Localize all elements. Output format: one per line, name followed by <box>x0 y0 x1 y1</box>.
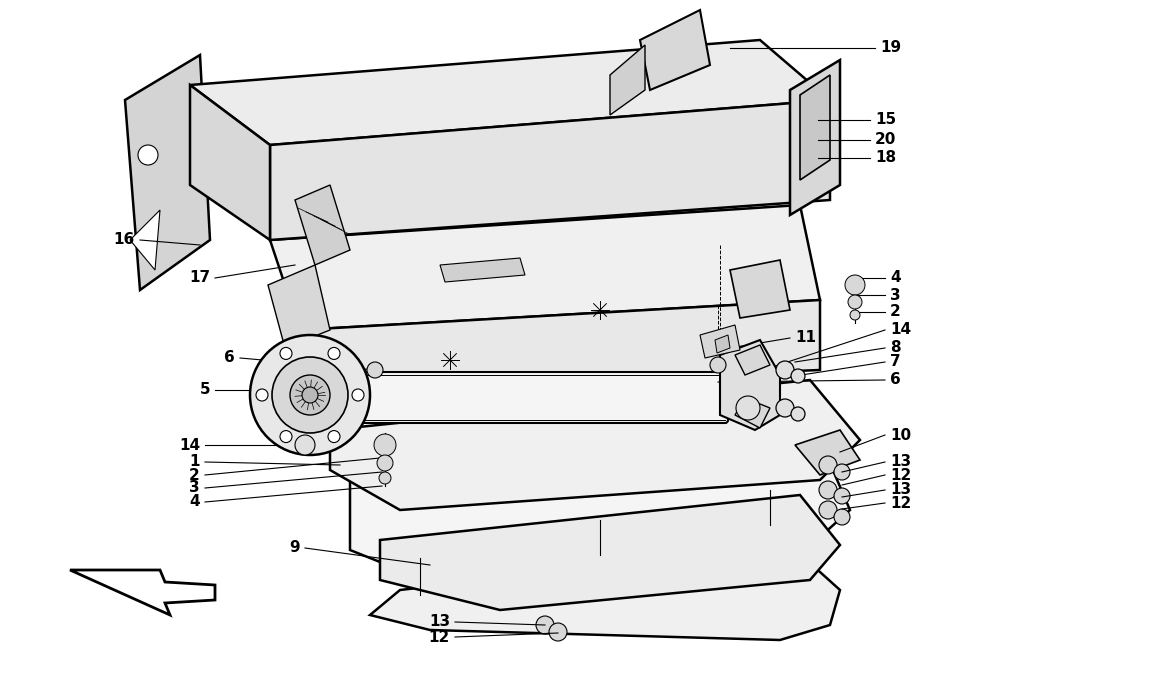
Polygon shape <box>610 45 645 115</box>
Polygon shape <box>440 258 526 282</box>
Circle shape <box>296 435 315 455</box>
Text: 13: 13 <box>890 454 911 469</box>
Circle shape <box>367 362 383 378</box>
FancyBboxPatch shape <box>292 372 728 423</box>
Text: 7: 7 <box>890 354 900 370</box>
Polygon shape <box>190 40 830 145</box>
Polygon shape <box>190 85 270 240</box>
Text: 4: 4 <box>190 494 200 510</box>
Circle shape <box>791 369 805 383</box>
Circle shape <box>279 348 292 359</box>
Text: 12: 12 <box>890 495 911 510</box>
Circle shape <box>848 295 862 309</box>
Text: 15: 15 <box>875 113 896 128</box>
Polygon shape <box>720 340 780 430</box>
Text: 18: 18 <box>875 150 896 165</box>
Text: 2: 2 <box>190 467 200 482</box>
Text: 3: 3 <box>890 288 900 303</box>
Text: 17: 17 <box>189 270 210 285</box>
Text: 12: 12 <box>429 630 450 645</box>
Polygon shape <box>125 55 210 290</box>
Circle shape <box>776 361 793 379</box>
Circle shape <box>850 310 860 320</box>
Polygon shape <box>330 380 860 510</box>
Text: 16: 16 <box>114 232 135 247</box>
Text: 10: 10 <box>890 428 911 443</box>
Polygon shape <box>641 10 710 90</box>
Polygon shape <box>795 430 860 475</box>
Text: 19: 19 <box>880 40 902 55</box>
Circle shape <box>819 481 837 499</box>
Text: 4: 4 <box>890 270 900 285</box>
Polygon shape <box>270 205 820 330</box>
Polygon shape <box>715 335 730 353</box>
Circle shape <box>352 389 365 401</box>
Circle shape <box>834 509 850 525</box>
Text: 2: 2 <box>890 305 900 320</box>
Polygon shape <box>735 345 770 375</box>
Circle shape <box>250 335 370 455</box>
Polygon shape <box>370 545 840 640</box>
Polygon shape <box>800 75 830 180</box>
Circle shape <box>549 623 567 641</box>
Polygon shape <box>130 210 160 270</box>
Text: 8: 8 <box>890 341 900 355</box>
Polygon shape <box>730 260 790 318</box>
Circle shape <box>273 357 348 433</box>
Circle shape <box>819 501 837 519</box>
Text: 11: 11 <box>795 331 816 346</box>
Circle shape <box>776 399 793 417</box>
Circle shape <box>845 275 865 295</box>
Text: 14: 14 <box>179 438 200 453</box>
Polygon shape <box>268 265 330 348</box>
Circle shape <box>710 357 726 373</box>
Circle shape <box>819 456 837 474</box>
Polygon shape <box>350 440 850 590</box>
Circle shape <box>736 396 760 420</box>
Circle shape <box>536 616 554 634</box>
Circle shape <box>279 430 292 443</box>
Polygon shape <box>735 398 770 428</box>
Circle shape <box>328 348 340 359</box>
Circle shape <box>328 430 340 443</box>
Circle shape <box>834 488 850 504</box>
Text: 12: 12 <box>890 467 911 482</box>
Circle shape <box>302 387 319 403</box>
Circle shape <box>138 145 158 165</box>
Text: 9: 9 <box>290 540 300 555</box>
Circle shape <box>791 407 805 421</box>
Polygon shape <box>270 100 830 240</box>
Circle shape <box>834 464 850 480</box>
Text: 3: 3 <box>190 481 200 495</box>
Text: 6: 6 <box>890 372 900 387</box>
Text: 5: 5 <box>199 382 210 398</box>
Text: 13: 13 <box>429 615 450 630</box>
Polygon shape <box>296 185 350 265</box>
Polygon shape <box>790 60 840 215</box>
Polygon shape <box>700 325 739 358</box>
Circle shape <box>256 389 268 401</box>
Text: 14: 14 <box>890 322 911 337</box>
Text: 20: 20 <box>875 133 896 148</box>
Text: 1: 1 <box>190 454 200 469</box>
Text: 6: 6 <box>224 350 235 365</box>
Circle shape <box>377 455 393 471</box>
Text: 13: 13 <box>890 482 911 497</box>
Polygon shape <box>70 570 215 615</box>
Polygon shape <box>300 300 820 390</box>
Circle shape <box>290 375 330 415</box>
Circle shape <box>380 472 391 484</box>
Circle shape <box>374 434 396 456</box>
Polygon shape <box>380 495 840 610</box>
